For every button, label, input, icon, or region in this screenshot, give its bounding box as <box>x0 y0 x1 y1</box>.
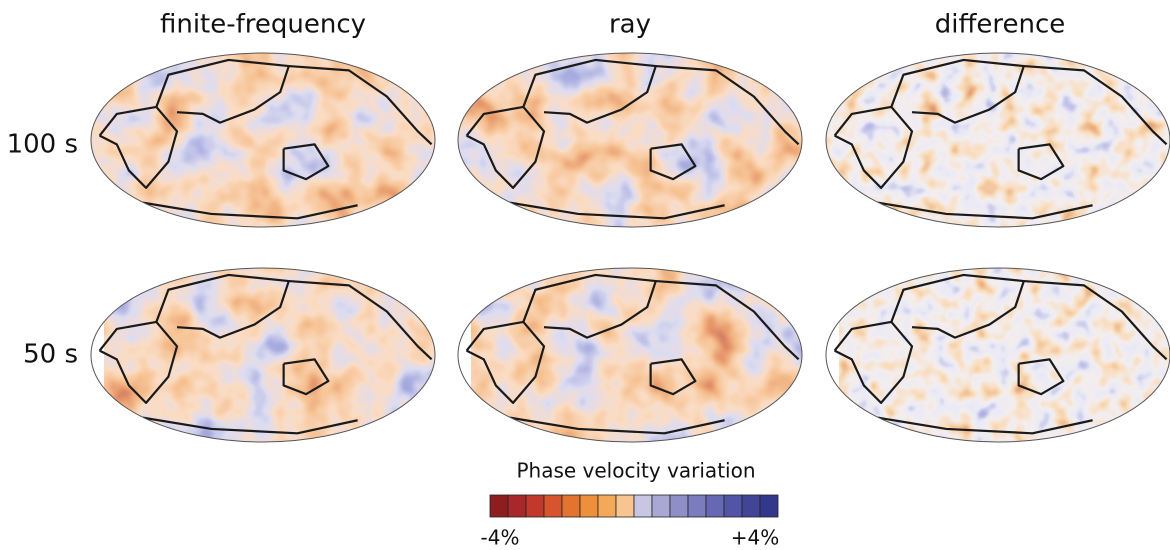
map-panel <box>826 53 1170 227</box>
colorbar-swatch <box>526 495 544 517</box>
colorbar-max-label: +4% <box>731 526 780 550</box>
tomography-field <box>471 268 815 442</box>
colorbar-swatch <box>760 495 778 517</box>
row-label: 50 s <box>23 340 78 370</box>
colorbar-swatch <box>598 495 616 517</box>
colorbar-swatch <box>580 495 598 517</box>
map-panel <box>835 268 1170 442</box>
map-grid <box>91 53 1170 442</box>
colorbar-min-label: -4% <box>481 526 520 550</box>
column-title: ray <box>609 10 651 40</box>
colorbar-swatch <box>544 495 562 517</box>
tomography-field <box>458 53 802 227</box>
tomography-field <box>91 53 435 227</box>
colorbar-swatch <box>652 495 670 517</box>
map-panel <box>458 53 802 227</box>
colorbar-swatch <box>706 495 724 517</box>
row-label: 100 s <box>7 130 78 160</box>
tomography-field <box>826 53 1170 227</box>
colorbar-swatch <box>508 495 526 517</box>
colorbar-swatch <box>616 495 634 517</box>
column-title: finite-frequency <box>160 10 366 40</box>
colorbar-swatch <box>670 495 688 517</box>
map-panel <box>100 268 448 442</box>
column-title: difference <box>935 10 1066 40</box>
colorbar <box>490 495 778 517</box>
colorbar-swatch <box>490 495 508 517</box>
colorbar-swatch <box>724 495 742 517</box>
colorbar-swatch <box>742 495 760 517</box>
colorbar-title: Phase velocity variation <box>516 459 755 483</box>
colorbar-swatch <box>634 495 652 517</box>
map-panel <box>91 53 435 227</box>
colorbar-swatch <box>688 495 706 517</box>
colorbar-swatch <box>562 495 580 517</box>
tomography-field <box>104 268 448 442</box>
map-panel <box>467 268 815 442</box>
figure: 100 s 50 s finite-frequency ray differen… <box>0 0 1170 550</box>
